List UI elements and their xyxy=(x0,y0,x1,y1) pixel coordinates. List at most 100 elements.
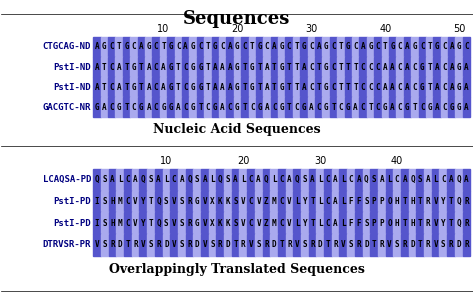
Bar xyxy=(160,77,167,97)
Bar xyxy=(370,212,378,234)
Text: R: R xyxy=(264,240,269,249)
Bar xyxy=(167,77,174,97)
Text: A: A xyxy=(213,63,218,71)
Bar xyxy=(463,169,470,191)
Bar xyxy=(93,37,100,57)
Text: A: A xyxy=(95,63,99,71)
Bar xyxy=(241,77,248,97)
Text: A: A xyxy=(449,63,454,71)
Bar xyxy=(270,234,278,255)
Bar xyxy=(178,212,186,234)
Bar xyxy=(226,77,234,97)
Text: G: G xyxy=(198,63,203,71)
Text: G: G xyxy=(324,63,328,71)
Bar xyxy=(441,57,448,77)
Bar xyxy=(201,234,209,255)
Bar xyxy=(232,212,239,234)
Bar xyxy=(123,57,130,77)
Text: A: A xyxy=(333,197,338,206)
Text: LCAQSA-PD: LCAQSA-PD xyxy=(43,176,91,184)
Text: P: P xyxy=(372,197,376,206)
Bar xyxy=(209,234,216,255)
Text: PstI-ND: PstI-ND xyxy=(53,83,91,92)
Text: A: A xyxy=(139,42,144,51)
Bar xyxy=(232,234,239,255)
Text: A: A xyxy=(449,42,454,51)
Bar xyxy=(463,37,470,57)
Bar xyxy=(93,191,101,212)
Text: G: G xyxy=(324,103,328,112)
Bar xyxy=(219,57,226,77)
Bar xyxy=(101,169,109,191)
Bar xyxy=(123,37,130,57)
Bar xyxy=(197,57,204,77)
Bar xyxy=(234,97,241,117)
Text: T: T xyxy=(257,83,262,92)
Text: L: L xyxy=(210,176,215,184)
Text: H: H xyxy=(395,219,400,228)
Bar xyxy=(433,97,441,117)
Bar xyxy=(201,191,209,212)
Text: A: A xyxy=(402,176,407,184)
Bar xyxy=(439,191,447,212)
Text: Y: Y xyxy=(141,197,146,206)
Bar xyxy=(300,97,308,117)
Text: S: S xyxy=(418,176,422,184)
Text: G: G xyxy=(457,63,462,71)
Text: G: G xyxy=(383,103,388,112)
Text: C: C xyxy=(331,83,336,92)
Text: S: S xyxy=(364,219,369,228)
Text: C: C xyxy=(368,83,373,92)
Bar xyxy=(153,97,160,117)
Bar xyxy=(278,234,286,255)
Bar xyxy=(419,57,426,77)
Text: Y: Y xyxy=(302,219,307,228)
Text: S: S xyxy=(364,197,369,206)
Text: V: V xyxy=(295,240,300,249)
Text: L: L xyxy=(341,219,346,228)
Bar xyxy=(378,234,386,255)
Bar xyxy=(247,191,255,212)
Text: A: A xyxy=(220,103,225,112)
Text: T: T xyxy=(102,83,107,92)
Bar xyxy=(339,234,347,255)
Bar xyxy=(170,212,178,234)
Text: G: G xyxy=(280,103,284,112)
Bar xyxy=(153,57,160,77)
Text: C: C xyxy=(132,42,136,51)
Text: T: T xyxy=(310,219,315,228)
Text: A: A xyxy=(310,176,315,184)
Bar xyxy=(447,191,455,212)
Bar xyxy=(455,191,463,212)
Text: S: S xyxy=(164,219,169,228)
Bar xyxy=(174,77,182,97)
Text: G: G xyxy=(198,83,203,92)
Text: V: V xyxy=(287,219,292,228)
Bar xyxy=(147,169,155,191)
Text: C: C xyxy=(331,42,336,51)
Text: C: C xyxy=(109,83,114,92)
Bar xyxy=(337,37,345,57)
Bar xyxy=(439,234,447,255)
Text: C: C xyxy=(326,176,330,184)
Text: T: T xyxy=(176,83,181,92)
Text: V: V xyxy=(133,219,138,228)
Text: G: G xyxy=(169,103,173,112)
Bar xyxy=(108,97,116,117)
Bar xyxy=(247,212,255,234)
Text: C: C xyxy=(228,103,232,112)
Text: G: G xyxy=(405,103,410,112)
Bar xyxy=(219,37,226,57)
Bar xyxy=(234,77,241,97)
Bar xyxy=(132,234,139,255)
Text: A: A xyxy=(272,42,277,51)
Bar xyxy=(116,57,123,77)
Text: G: G xyxy=(117,103,121,112)
Bar xyxy=(463,234,470,255)
Bar xyxy=(401,234,409,255)
Text: K: K xyxy=(226,219,230,228)
Bar xyxy=(193,169,201,191)
Text: C: C xyxy=(280,176,284,184)
Bar xyxy=(447,234,455,255)
Bar xyxy=(345,57,352,77)
